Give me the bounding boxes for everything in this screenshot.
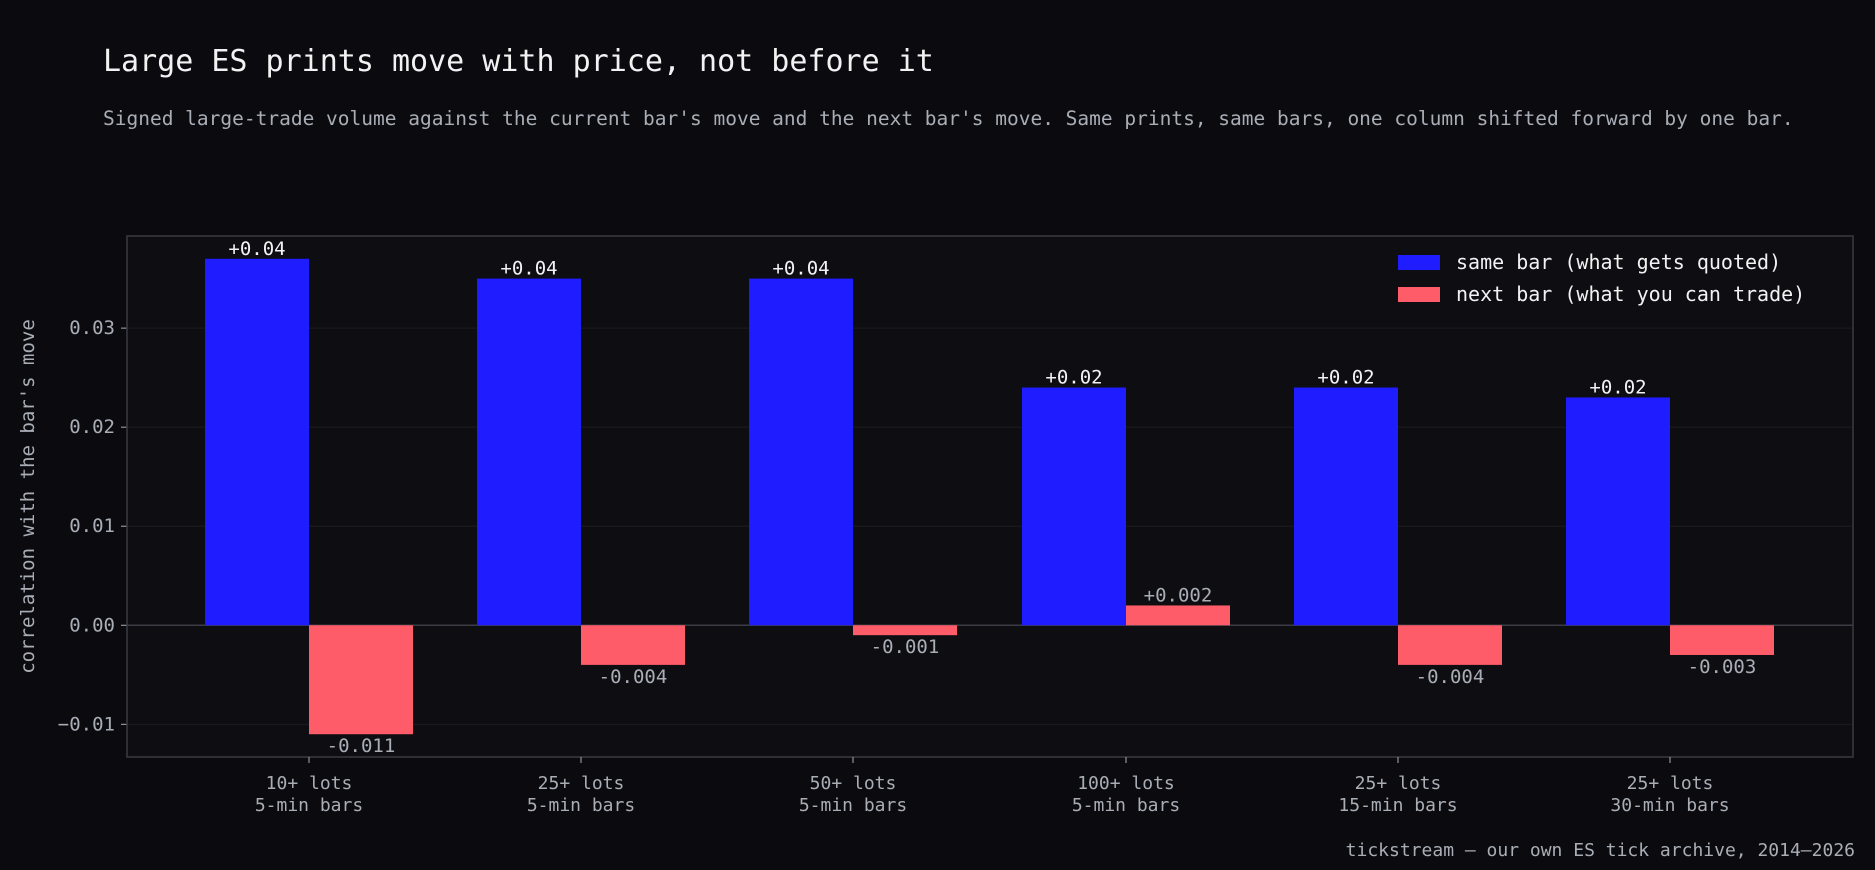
x-tick-label: 15-min bars xyxy=(1338,795,1457,816)
plot-area xyxy=(127,236,1853,757)
data-label-same-bar: +0.04 xyxy=(228,238,285,260)
x-tick-label: 5-min bars xyxy=(799,795,907,816)
y-tick-label: 0.00 xyxy=(69,614,115,636)
x-tick-label: 100+ lots xyxy=(1077,773,1175,794)
plot-frame xyxy=(126,235,1854,758)
x-tick-label: 5-min bars xyxy=(527,795,635,816)
bar-same-bar xyxy=(1022,387,1126,626)
data-label-same-bar: +0.04 xyxy=(772,258,829,280)
bar-next-bar xyxy=(853,625,957,636)
y-tick-label: 0.03 xyxy=(69,317,115,339)
data-label-next-bar: -0.004 xyxy=(599,666,668,688)
data-label-next-bar: -0.003 xyxy=(1688,656,1757,678)
data-label-next-bar: -0.001 xyxy=(871,636,940,658)
data-label-same-bar: +0.02 xyxy=(1589,376,1646,398)
y-tick-label: 0.01 xyxy=(69,515,115,537)
x-tick-label: 30-min bars xyxy=(1610,795,1729,816)
legend-swatch-next-bar xyxy=(1398,287,1440,302)
bar-next-bar xyxy=(581,625,685,665)
bar-same-bar xyxy=(477,278,581,626)
data-label-same-bar: +0.04 xyxy=(500,258,557,280)
x-tick-label: 50+ lots xyxy=(810,773,897,794)
bar-next-bar xyxy=(309,625,413,735)
bar-same-bar xyxy=(749,278,853,626)
y-axis-label: correlation with the bar's move xyxy=(17,319,39,674)
chart-title: Large ES prints move with price, not bef… xyxy=(103,44,934,79)
x-tick-label: 5-min bars xyxy=(1072,795,1180,816)
chart-subtitle: Signed large-trade volume against the cu… xyxy=(103,107,1794,130)
data-label-next-bar: -0.004 xyxy=(1416,666,1485,688)
x-tick-label: 25+ lots xyxy=(1355,773,1442,794)
y-tick-label: 0.02 xyxy=(69,416,115,438)
bar-same-bar xyxy=(205,258,309,626)
data-label-next-bar: +0.002 xyxy=(1144,584,1213,606)
data-label-next-bar: -0.011 xyxy=(327,735,396,757)
legend-label-same-bar: same bar (what gets quoted) xyxy=(1456,250,1781,274)
data-label-same-bar: +0.02 xyxy=(1317,367,1374,389)
x-tick-label: 10+ lots xyxy=(266,773,353,794)
data-label-same-bar: +0.02 xyxy=(1045,367,1102,389)
x-tick-label: 5-min bars xyxy=(255,795,363,816)
bar-same-bar xyxy=(1566,397,1670,626)
bar-next-bar xyxy=(1670,625,1774,655)
x-tick-label: 25+ lots xyxy=(538,773,625,794)
source-footer: tickstream — our own ES tick archive, 20… xyxy=(1345,840,1855,861)
bar-next-bar xyxy=(1398,625,1502,665)
legend-label-next-bar: next bar (what you can trade) xyxy=(1456,282,1805,306)
y-tick-label: −0.01 xyxy=(58,713,115,735)
bar-same-bar xyxy=(1294,387,1398,626)
x-tick-label: 25+ lots xyxy=(1627,773,1714,794)
legend-swatch-same-bar xyxy=(1398,255,1440,270)
bar-next-bar xyxy=(1126,605,1230,626)
